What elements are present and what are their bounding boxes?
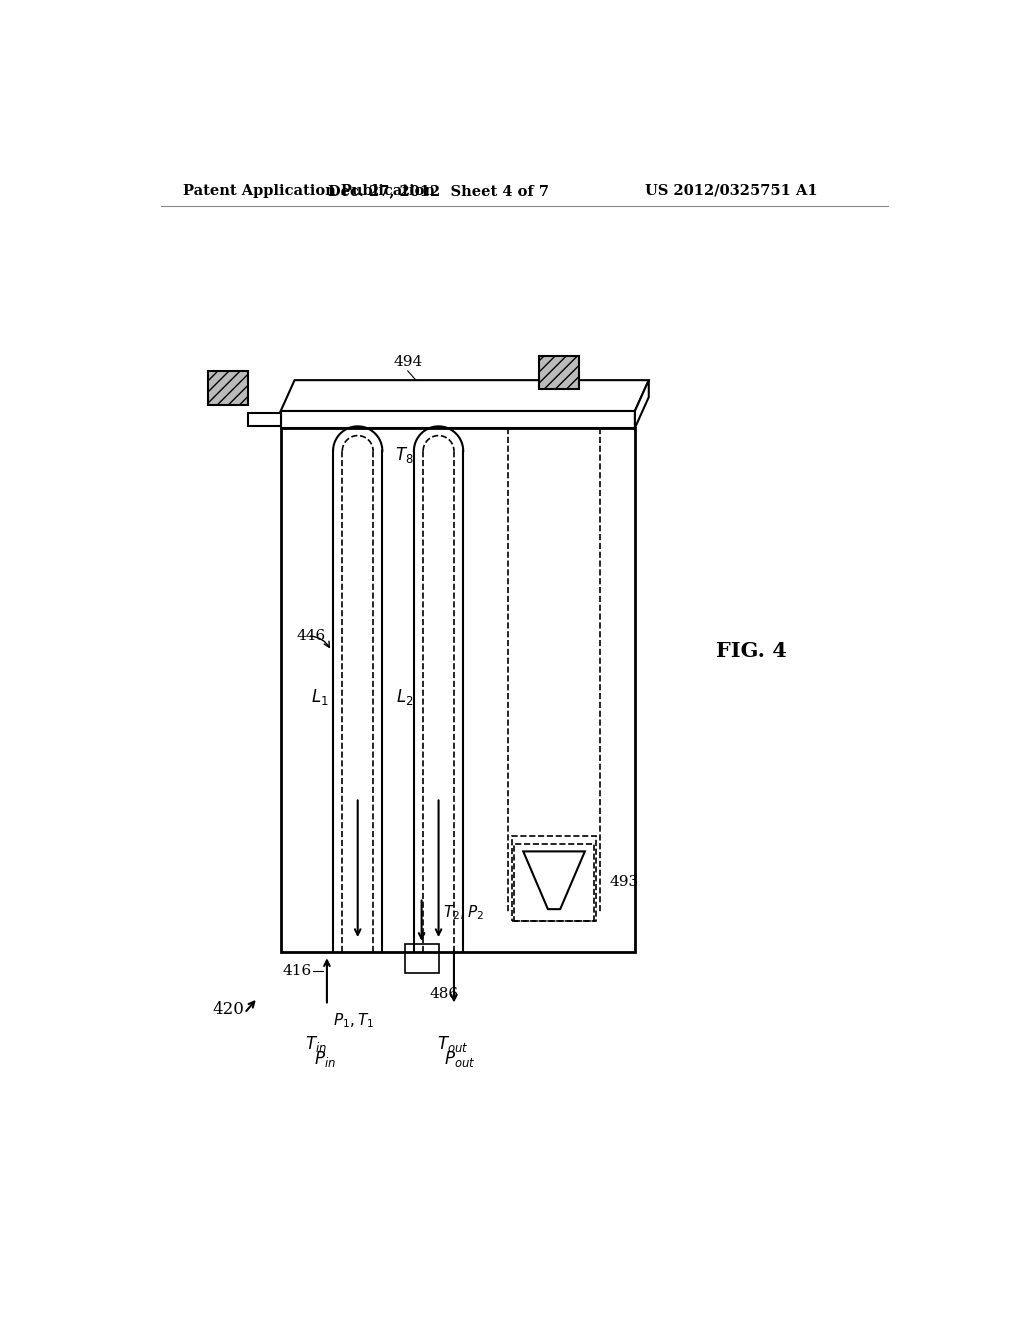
Text: Dec. 27, 2012  Sheet 4 of 7: Dec. 27, 2012 Sheet 4 of 7	[328, 183, 549, 198]
Polygon shape	[635, 380, 649, 428]
Text: 420: 420	[213, 1001, 245, 1018]
Text: $L_2$: $L_2$	[396, 688, 414, 708]
Text: $P_{out}$: $P_{out}$	[444, 1049, 476, 1069]
Text: 494: 494	[393, 355, 422, 368]
Bar	[514, 843, 594, 921]
Text: $T_{in}$: $T_{in}$	[305, 1034, 327, 1053]
Text: 486: 486	[429, 987, 459, 1001]
Text: $L_1$: $L_1$	[311, 688, 329, 708]
Text: FIG. 4: FIG. 4	[716, 642, 786, 661]
Text: 493: 493	[609, 875, 639, 890]
Text: $P_{in}$: $P_{in}$	[313, 1049, 336, 1069]
Bar	[404, 944, 438, 973]
Bar	[539, 355, 579, 389]
Polygon shape	[523, 851, 585, 909]
Text: Patent Application Publication: Patent Application Publication	[183, 183, 435, 198]
Text: $P_1,T_1$: $P_1,T_1$	[333, 1011, 375, 1030]
Bar	[208, 371, 248, 405]
Bar	[512, 836, 596, 921]
Text: $T_8$: $T_8$	[394, 445, 414, 465]
Bar	[281, 428, 635, 952]
Polygon shape	[248, 413, 281, 425]
Text: $T_{out}$: $T_{out}$	[436, 1034, 468, 1053]
Text: $T_2,P_2$: $T_2,P_2$	[443, 904, 484, 923]
Bar	[281, 411, 635, 428]
Text: 416: 416	[283, 964, 311, 978]
Text: US 2012/0325751 A1: US 2012/0325751 A1	[645, 183, 817, 198]
Text: 446: 446	[296, 628, 326, 643]
Polygon shape	[281, 380, 649, 411]
